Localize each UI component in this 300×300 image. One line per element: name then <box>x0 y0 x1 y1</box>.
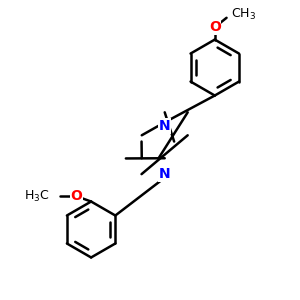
Text: H$_3$C: H$_3$C <box>24 189 50 204</box>
Text: N: N <box>159 167 170 181</box>
Text: O: O <box>70 189 82 203</box>
Text: CH$_3$: CH$_3$ <box>231 7 256 22</box>
Text: N: N <box>159 119 170 133</box>
Text: O: O <box>209 20 221 34</box>
